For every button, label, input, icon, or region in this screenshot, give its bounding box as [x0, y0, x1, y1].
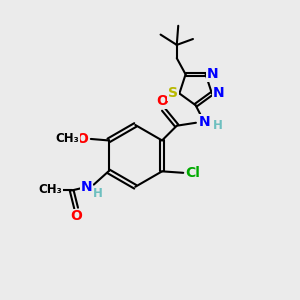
Text: O: O	[70, 209, 82, 224]
Text: H: H	[212, 118, 222, 132]
Text: H: H	[92, 187, 102, 200]
Text: S: S	[168, 86, 178, 100]
Text: O: O	[156, 94, 168, 108]
Text: Cl: Cl	[185, 166, 200, 180]
Text: N: N	[206, 68, 218, 81]
Text: CH₃: CH₃	[38, 183, 62, 196]
Text: N: N	[198, 115, 210, 129]
Text: N: N	[212, 86, 224, 100]
Text: O: O	[77, 132, 88, 146]
Text: CH₃: CH₃	[56, 132, 79, 145]
Text: N: N	[81, 180, 92, 194]
